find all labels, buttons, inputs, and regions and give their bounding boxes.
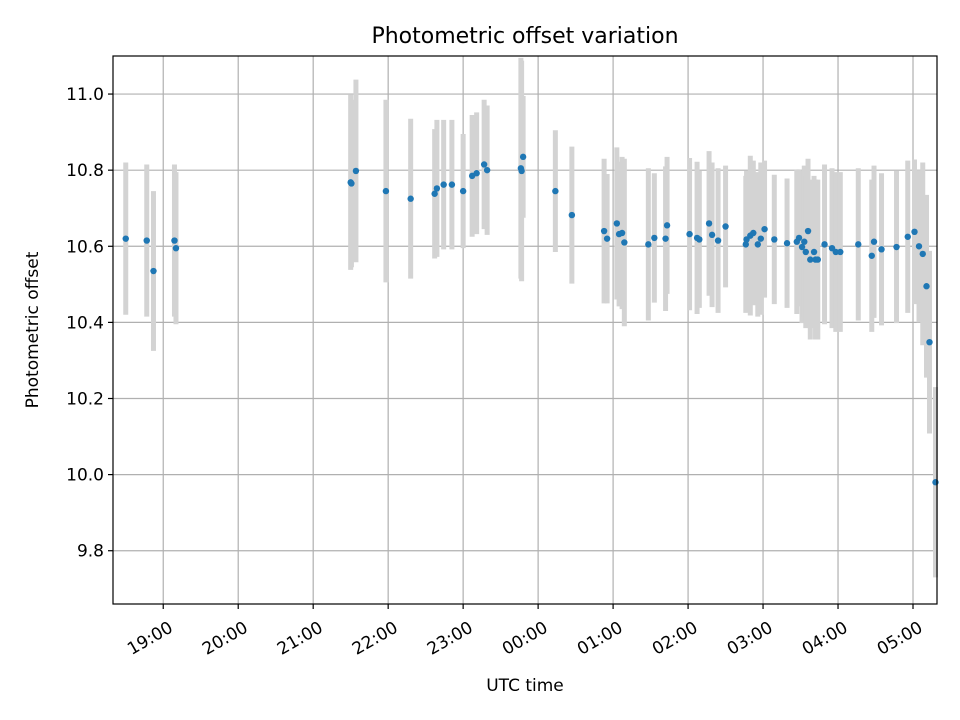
x-tick-label: 21:00 bbox=[274, 618, 326, 660]
data-point bbox=[483, 166, 491, 174]
x-tick-label: 02:00 bbox=[649, 618, 701, 660]
x-tick-label: 05:00 bbox=[874, 618, 926, 660]
x-tick-label: 22:00 bbox=[349, 618, 401, 660]
data-point bbox=[919, 250, 926, 258]
x-tick-label: 23:00 bbox=[424, 618, 476, 660]
data-point bbox=[686, 230, 693, 238]
y-tick-label: 10.0 bbox=[66, 466, 104, 486]
data-point bbox=[431, 190, 438, 197]
data-point bbox=[783, 240, 791, 247]
x-tick-label: 00:00 bbox=[499, 618, 551, 660]
y-tick-label: 10.2 bbox=[66, 390, 104, 410]
x-tick-label: 04:00 bbox=[799, 618, 851, 660]
data-point bbox=[705, 220, 713, 227]
data-point bbox=[518, 167, 525, 175]
data-point bbox=[742, 241, 750, 248]
data-point bbox=[448, 181, 456, 188]
data-point bbox=[480, 161, 488, 168]
data-point bbox=[645, 241, 652, 248]
data-point bbox=[893, 243, 900, 251]
y-axis-ticks: 9.8 10.0 10.2 10.4 10.6 10.8 11.0 bbox=[66, 85, 113, 562]
x-tick-label: 19:00 bbox=[124, 618, 176, 660]
data-point bbox=[807, 256, 814, 263]
x-axis-ticks: 19:00 20:00 21:00 22:00 23:00 00:00 01:00 02:00… bbox=[124, 604, 926, 660]
data-point bbox=[814, 256, 821, 263]
data-point bbox=[837, 248, 844, 256]
data-point bbox=[870, 238, 878, 245]
data-point bbox=[771, 236, 778, 243]
data-point bbox=[172, 244, 180, 252]
data-point bbox=[440, 181, 447, 188]
x-tick-label: 01:00 bbox=[574, 618, 626, 660]
data-point bbox=[798, 243, 806, 251]
data-point bbox=[613, 220, 621, 227]
data-point bbox=[804, 227, 812, 235]
x-tick-label: 03:00 bbox=[724, 618, 776, 660]
data-point bbox=[407, 195, 414, 202]
data-point bbox=[761, 225, 768, 233]
data-point bbox=[757, 235, 765, 242]
data-point bbox=[519, 153, 527, 161]
data-point bbox=[696, 236, 703, 243]
data-point bbox=[878, 246, 885, 253]
data-point bbox=[832, 248, 839, 256]
data-point bbox=[810, 248, 818, 256]
data-point bbox=[171, 237, 178, 244]
data-point bbox=[923, 283, 930, 290]
data-point bbox=[552, 187, 559, 195]
data-point bbox=[868, 252, 875, 259]
data-point bbox=[904, 233, 911, 240]
data-point bbox=[618, 229, 626, 237]
data-point bbox=[433, 185, 441, 192]
x-axis-label: UTC time bbox=[486, 676, 564, 696]
data-point bbox=[122, 235, 129, 242]
data-point bbox=[352, 167, 360, 175]
data-point bbox=[801, 238, 808, 245]
data-point bbox=[473, 170, 480, 177]
data-point bbox=[802, 248, 809, 256]
data-point bbox=[621, 239, 628, 246]
data-point bbox=[382, 187, 390, 195]
data-point bbox=[821, 241, 828, 248]
y-tick-label: 9.8 bbox=[77, 542, 104, 562]
data-point bbox=[651, 234, 658, 242]
data-point bbox=[600, 227, 608, 235]
data-point bbox=[926, 338, 933, 346]
x-tick-label: 20:00 bbox=[199, 618, 251, 660]
y-tick-label: 11.0 bbox=[66, 85, 104, 105]
data-point bbox=[150, 267, 157, 275]
data-point bbox=[750, 229, 757, 237]
data-point bbox=[348, 180, 355, 187]
data-point bbox=[714, 237, 722, 244]
data-point bbox=[722, 223, 729, 230]
data-point bbox=[915, 243, 923, 250]
data-point bbox=[459, 187, 467, 195]
data-point bbox=[568, 211, 576, 219]
y-tick-label: 10.8 bbox=[66, 161, 104, 181]
plot-frame bbox=[112, 55, 938, 605]
data-point bbox=[795, 234, 803, 242]
data-point bbox=[708, 231, 716, 239]
data-point bbox=[663, 222, 671, 229]
chart-title: Photometric offset variation bbox=[371, 24, 678, 49]
data-point bbox=[662, 235, 669, 242]
data-point bbox=[143, 237, 150, 244]
error-bars bbox=[123, 57, 939, 578]
y-tick-label: 10.4 bbox=[66, 313, 104, 333]
y-axis-label: Photometric offset bbox=[23, 251, 43, 408]
data-point bbox=[911, 228, 918, 236]
data-point bbox=[932, 479, 939, 486]
data-point bbox=[754, 241, 762, 248]
y-tick-label: 10.6 bbox=[66, 237, 104, 257]
data-point bbox=[603, 235, 611, 242]
data-point bbox=[855, 241, 862, 248]
